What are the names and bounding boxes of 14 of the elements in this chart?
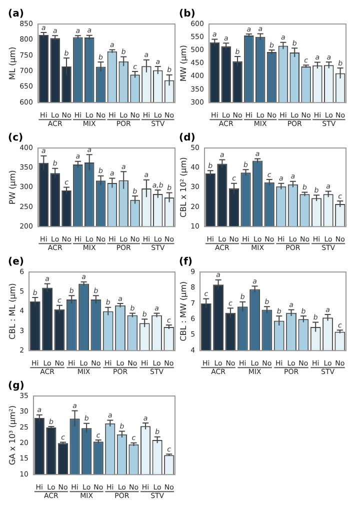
- chart-title: (d): [179, 132, 196, 144]
- chart-title: (f): [179, 256, 192, 268]
- y-axis-title: PW (µm): [8, 170, 17, 205]
- chart-title: (c): [8, 132, 24, 144]
- y-axis-title: MW (µm): [178, 45, 188, 82]
- chart-title: (a): [8, 8, 24, 20]
- y-axis-title: GA x 10³ (µm²): [8, 405, 17, 466]
- chart-title: (e): [8, 256, 24, 268]
- y-axis-title: CBL : MW (µm): [178, 281, 188, 342]
- y-axis-title: ML (µm): [8, 46, 17, 80]
- y-axis-title: CBL x 10² (µm): [178, 157, 188, 218]
- chart-title: (g): [8, 380, 24, 392]
- y-axis-title: CBL : ML (µm): [8, 283, 17, 340]
- chart-title: (b): [179, 8, 196, 20]
